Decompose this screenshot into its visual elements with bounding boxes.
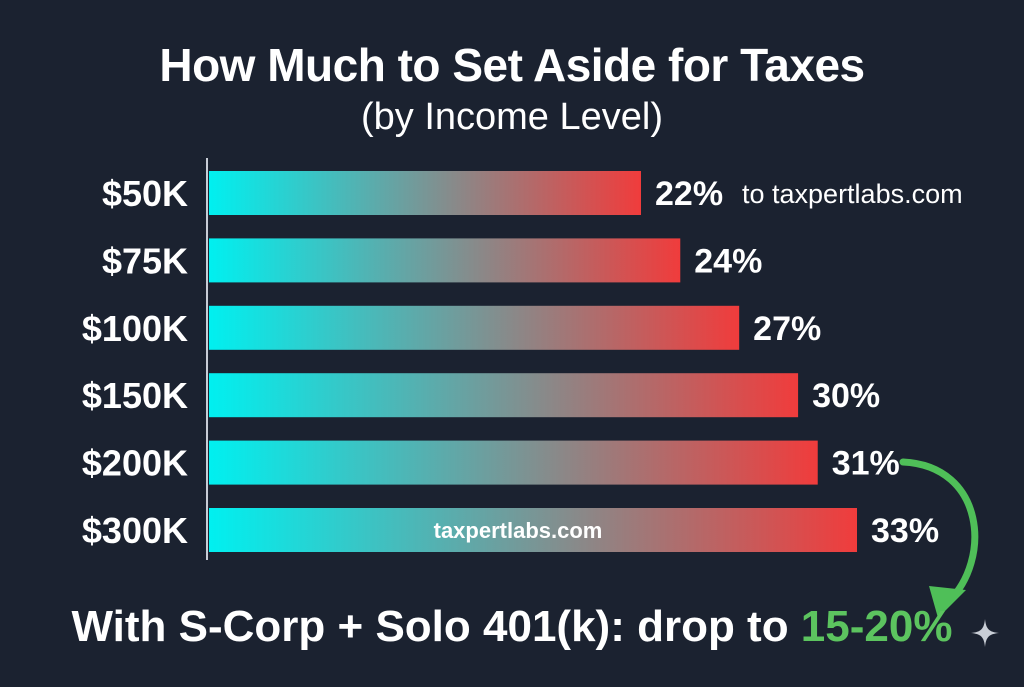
value-label: 27% [753,310,821,348]
chart-title: How Much to Set Aside for Taxes [159,39,865,91]
bar [209,238,681,283]
bar [209,440,818,485]
arrow-head [929,586,966,618]
category-label: $200K [82,443,188,484]
value-label: 33% [871,512,939,550]
category-label: $50K [102,173,188,214]
category-label: $150K [82,375,188,416]
bar [209,171,641,215]
value-label: 22% [655,175,723,213]
bar [209,373,799,418]
footer-callout: With S-Corp + Solo 401(k): drop to 15-20… [0,602,1024,652]
footer-highlight: 15-20% [800,602,953,651]
value-label: 24% [694,242,762,280]
watermark-text: taxpertlabs.com [434,518,603,543]
bar [209,305,740,350]
value-label: 30% [812,377,880,415]
category-label: $75K [102,240,188,281]
category-label: $100K [82,308,188,349]
arrow-annotation [899,458,979,606]
value-label: 31% [832,445,900,483]
side-note: to taxpertlabs.com [742,179,963,209]
category-label: $300K [82,510,188,551]
chart-subtitle: (by Income Level) [360,96,663,138]
sparkle-icon [971,619,999,647]
footer-lead: With S-Corp + Solo 401(k): drop to [71,602,801,651]
bar [209,508,857,552]
